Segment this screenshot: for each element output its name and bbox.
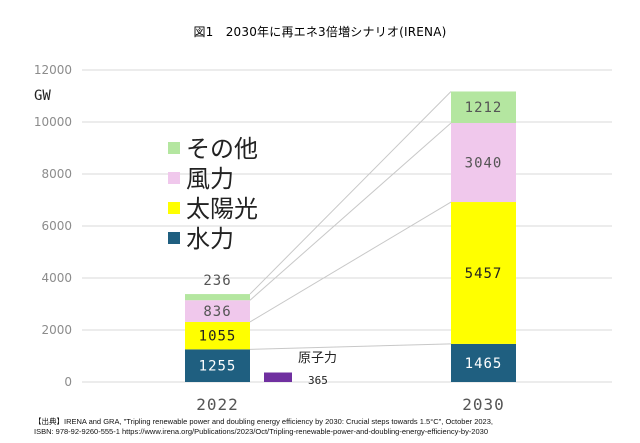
legend-swatch xyxy=(168,172,180,184)
gridlines xyxy=(82,69,612,383)
value-label-2030-その他: 1212 xyxy=(465,100,503,116)
value-label-2030-太陽光: 5457 xyxy=(465,266,503,282)
y-unit-label: GW xyxy=(34,88,51,104)
y-tick-label: 0 xyxy=(64,375,72,389)
y-axis-ticks: 0 2000 4000 6000 8000 10000 12000 xyxy=(34,63,72,389)
legend-label: 水力 xyxy=(186,225,234,253)
value-label-2022-水力: 1255 xyxy=(199,359,237,375)
legend-label: 太陽光 xyxy=(186,195,258,223)
source-line-1: 【出典】IRENA and GRA, "Tripling renewable p… xyxy=(34,417,493,426)
bar-2022-風力 xyxy=(185,300,250,322)
value-label-2030-水力: 1465 xyxy=(465,356,503,372)
nuclear-value-label: 365 xyxy=(308,374,328,387)
bar-nuclear xyxy=(264,372,292,382)
connector-line xyxy=(249,122,452,301)
source-line-2: ISBN: 978-92-9260-555-1 https://www.iren… xyxy=(34,427,488,436)
legend-swatch xyxy=(168,202,180,214)
y-tick-label: 10000 xyxy=(34,115,72,129)
bar-2030-風力 xyxy=(451,122,516,203)
y-tick-label: 2000 xyxy=(41,323,72,337)
bar-2030-太陽光 xyxy=(451,202,516,344)
y-tick-label: 8000 xyxy=(41,167,72,181)
y-tick-label: 4000 xyxy=(41,271,72,285)
y-tick-label: 12000 xyxy=(34,63,72,77)
value-label-2022-その他: 236 xyxy=(203,273,231,289)
chart-title: 図1 2030年に再エネ3倍増シナリオ(IRENA) xyxy=(193,25,447,39)
value-label-2022-風力: 836 xyxy=(203,304,231,320)
legend-swatch xyxy=(168,142,180,154)
bar-2022-水力 xyxy=(185,349,250,382)
legend-swatch xyxy=(168,232,180,244)
value-label-2030-風力: 3040 xyxy=(465,156,503,172)
legend-label: 風力 xyxy=(186,165,234,193)
connector-lines xyxy=(249,91,452,350)
value-label-2022-太陽光: 1055 xyxy=(199,329,237,345)
stacked-bar-chart: 0 2000 4000 6000 8000 10000 12000 GW 1255 1055 8… xyxy=(34,63,612,414)
value-labels: 1255 1055 836 236 1465 5457 3040 1212 原子力 365 xyxy=(199,100,503,387)
connector-line xyxy=(249,343,452,350)
bar-2030-その他 xyxy=(451,91,516,123)
source-note: 【出典】IRENA and GRA, "Tripling renewable p… xyxy=(34,417,634,437)
x-tick-label: 2022 xyxy=(196,395,239,414)
nuclear-name-label: 原子力 xyxy=(298,351,337,366)
x-tick-label: 2030 xyxy=(462,395,505,414)
bar-2030-水力 xyxy=(451,343,516,382)
x-axis-ticks: 2022 2030 xyxy=(196,395,505,414)
connector-line xyxy=(249,91,452,295)
legend-label: その他 xyxy=(186,135,258,163)
y-tick-label: 6000 xyxy=(41,219,72,233)
bar-2022-その他 xyxy=(185,294,250,301)
bars xyxy=(185,91,516,382)
bar-2022-太陽光 xyxy=(185,321,250,350)
connector-line xyxy=(249,201,452,323)
